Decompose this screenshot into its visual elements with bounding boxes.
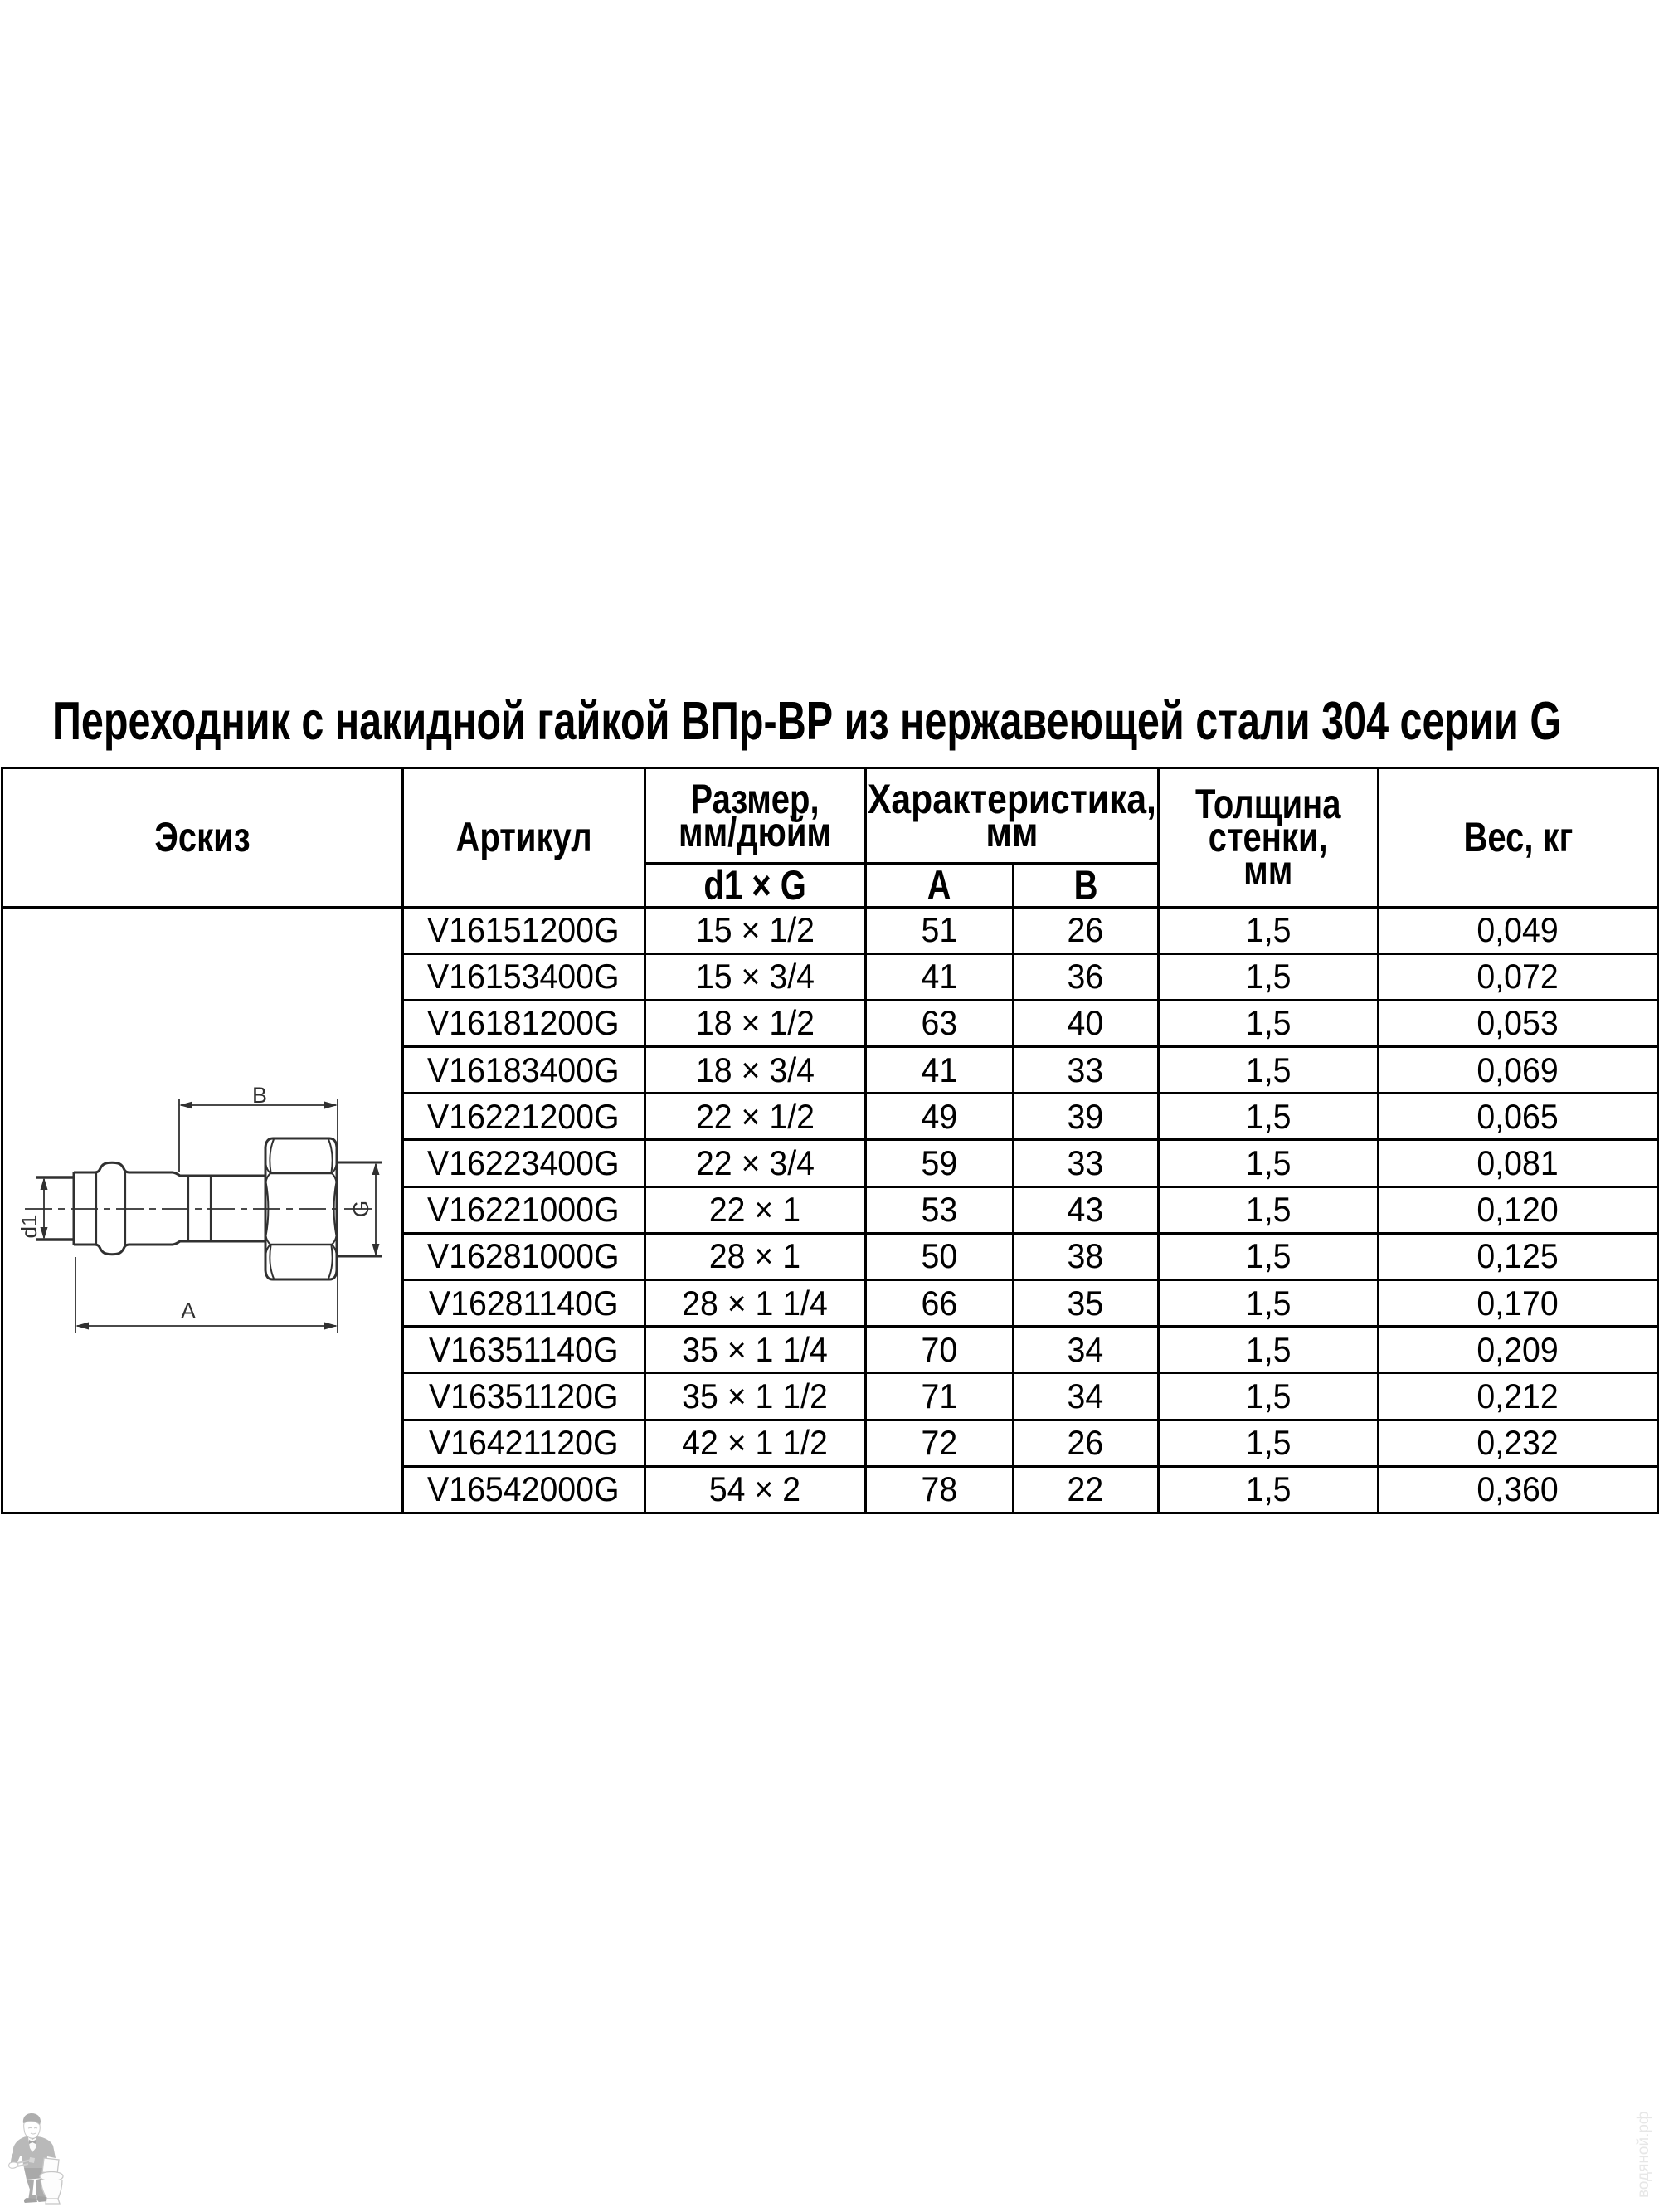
svg-text:A: A xyxy=(181,1298,196,1323)
svg-text:B: B xyxy=(252,1083,267,1108)
svg-text:G: G xyxy=(348,1201,373,1217)
svg-text:d1: d1 xyxy=(17,1215,41,1239)
